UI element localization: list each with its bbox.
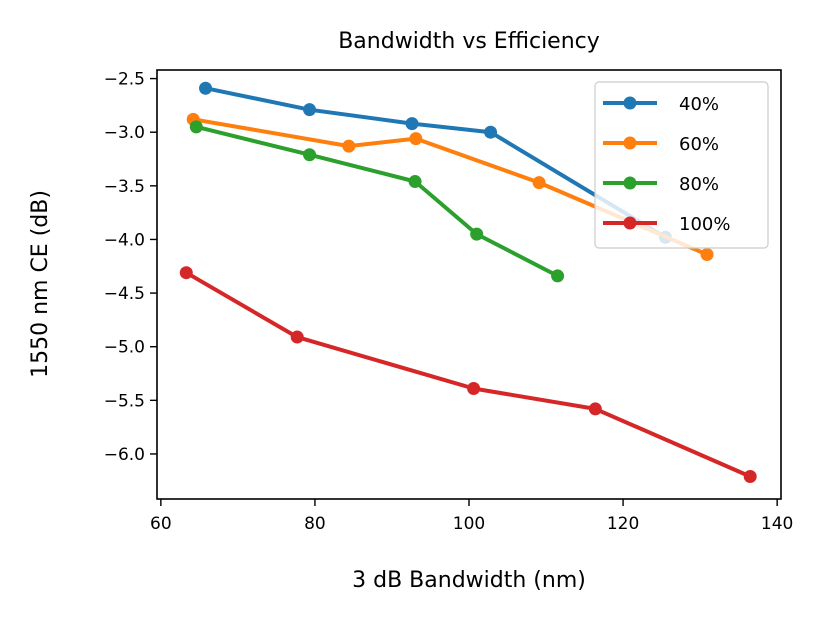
data-point xyxy=(303,103,317,117)
x-axis-label: 3 dB Bandwidth (nm) xyxy=(352,568,586,593)
data-point xyxy=(470,227,484,241)
x-tick-label: 140 xyxy=(761,514,793,534)
y-tick-label: −5.5 xyxy=(104,391,145,411)
x-tick-label: 60 xyxy=(150,514,172,534)
y-tick-label: −3.5 xyxy=(104,177,145,197)
x-tick-label: 120 xyxy=(607,514,639,534)
y-tick-label: −2.5 xyxy=(104,70,145,90)
data-point xyxy=(743,469,757,483)
legend-label: 40% xyxy=(679,94,719,115)
legend-box xyxy=(594,81,769,249)
data-point xyxy=(303,148,317,162)
data-point xyxy=(342,139,356,153)
y-tick-label: −4.0 xyxy=(104,230,145,250)
data-point xyxy=(532,176,546,190)
data-point xyxy=(179,266,193,280)
legend-marker xyxy=(623,136,637,150)
data-point xyxy=(405,117,419,131)
series-group xyxy=(179,81,757,483)
data-point xyxy=(408,175,422,189)
data-point xyxy=(189,120,203,134)
y-tick-label: −5.0 xyxy=(104,338,145,358)
plot-area: 60 80 100 120 140 −2.5 −3.0 −3.5 −4.0 −4.5 −5.0 −5.… xyxy=(104,69,793,534)
legend-label: 100% xyxy=(679,214,730,235)
data-point xyxy=(467,382,481,396)
y-tick-label: −4.5 xyxy=(104,284,145,304)
data-point xyxy=(588,402,602,416)
legend-label: 60% xyxy=(679,134,719,155)
legend: 40% 60% 80% 100% xyxy=(594,81,769,249)
data-point xyxy=(199,81,213,95)
series-line-3 xyxy=(184,270,753,479)
legend-marker xyxy=(623,176,637,190)
legend-marker xyxy=(623,96,637,110)
chart-title: Bandwidth vs Efficiency xyxy=(338,29,600,54)
legend-label: 80% xyxy=(679,174,719,195)
series-line-2 xyxy=(194,124,560,278)
x-tick-label: 100 xyxy=(453,514,485,534)
y-tick-label: −6.0 xyxy=(104,445,145,465)
y-tick-label: −3.0 xyxy=(104,123,145,143)
data-point xyxy=(484,125,498,139)
data-point xyxy=(409,132,423,146)
legend-marker xyxy=(623,216,637,230)
y-axis-label: 1550 nm CE (dB) xyxy=(28,190,53,378)
data-point xyxy=(290,330,304,344)
data-point xyxy=(700,247,714,261)
data-point xyxy=(551,269,565,283)
x-tick-label: 80 xyxy=(304,514,326,534)
